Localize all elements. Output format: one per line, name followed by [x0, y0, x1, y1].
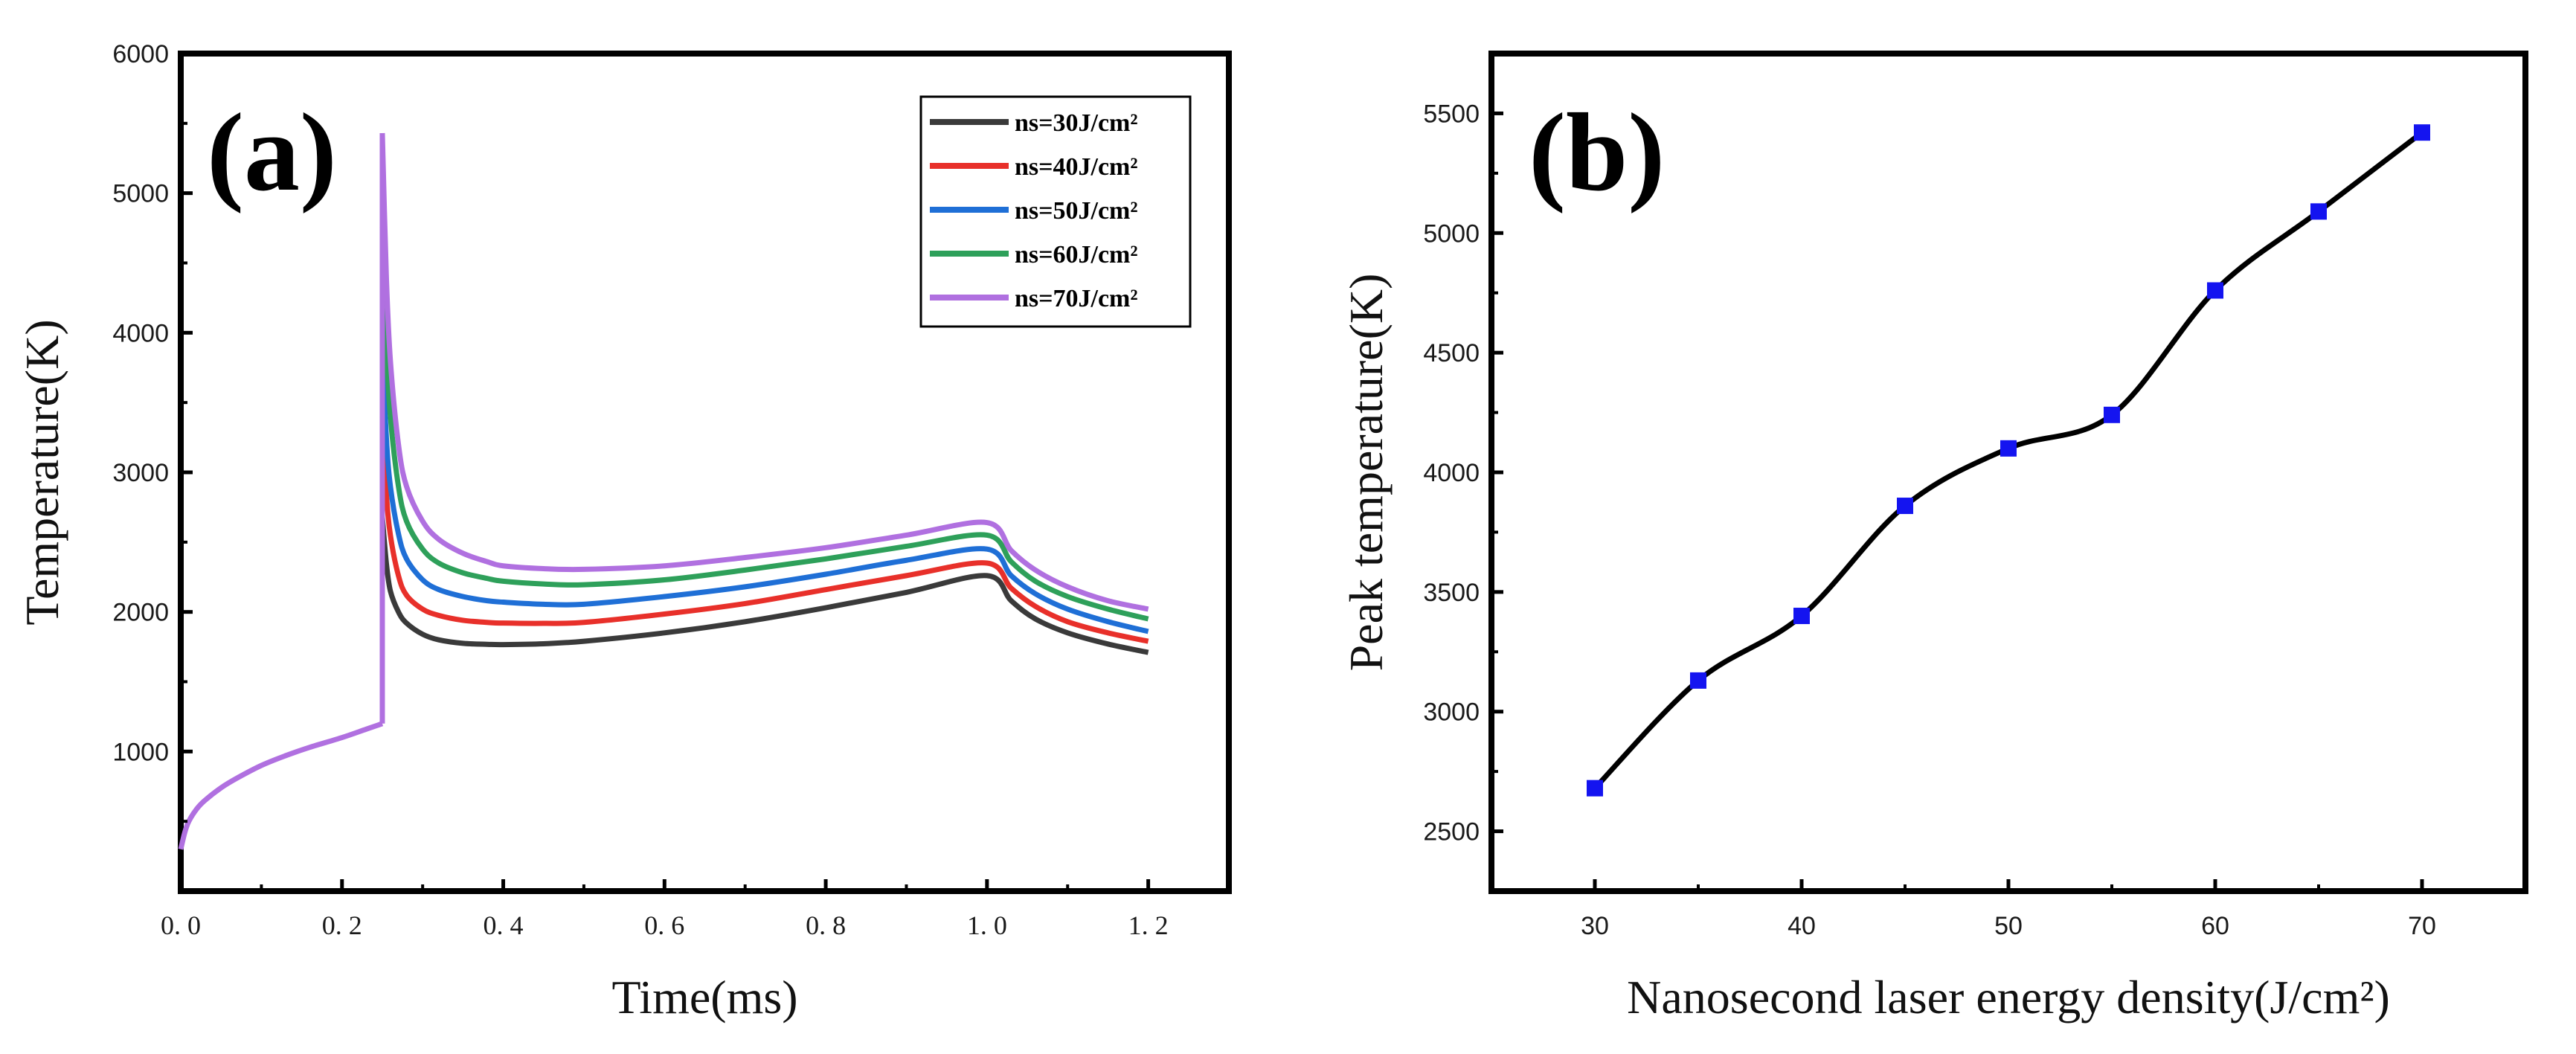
x-tick-label: 30 [1581, 912, 1609, 940]
series-line [379, 416, 1149, 644]
x-tick-label: 0. 2 [322, 910, 362, 940]
series-line [379, 516, 1149, 655]
y-tick-label: 3000 [1423, 698, 1480, 727]
x-tick-label: 70 [2408, 912, 2436, 940]
data-marker [1690, 672, 1706, 689]
legend-label: ns=60J/cm² [1015, 241, 1138, 269]
x-tick-label: 60 [2201, 912, 2229, 940]
data-marker [2104, 406, 2120, 423]
legend-label: ns=50J/cm² [1015, 197, 1138, 225]
data-marker [2310, 203, 2327, 220]
panel-a-x-axis-title: Time(ms) [611, 971, 797, 1024]
x-tick-label: 0. 4 [484, 910, 524, 940]
panel-b-series-line [1593, 130, 2424, 791]
panel-a-legend: ns=30J/cm² ns=40J/cm² ns=50J/cm² ns=60J/cm²… [919, 95, 1192, 328]
y-tick-label: 3000 [112, 459, 169, 487]
y-tick-label: 1000 [112, 738, 169, 766]
panel-b-markers [1587, 124, 2430, 797]
x-tick-label: 0. 8 [806, 910, 846, 940]
y-tick-label: 2500 [1423, 818, 1480, 846]
y-tick-label: 3500 [1423, 579, 1480, 607]
data-marker [1587, 780, 1603, 797]
x-tick-label: 1. 2 [1128, 910, 1169, 940]
series-line [379, 226, 1149, 622]
data-marker [2000, 440, 2017, 457]
y-tick-label: 5500 [1423, 100, 1480, 128]
y-tick-label: 5000 [1423, 219, 1480, 248]
panel-b-ticks: 30 40 50 60 70 2500 3000 3500 4000 4500 5000 5500 [1423, 100, 2436, 940]
y-tick-label: 4000 [112, 319, 169, 347]
y-tick-label: 5000 [112, 180, 169, 208]
heating-curve [178, 721, 384, 850]
panel-b-y-axis-title: Peak temperature(K) [1340, 274, 1393, 672]
series-line [379, 132, 1149, 612]
panel-a-ticks: 0. 0 0. 2 0. 4 0. 6 0. 8 1. 0 1. 2 1000 2000 3000… [112, 40, 1168, 940]
data-marker [1793, 608, 1810, 625]
panel-b-label: (b) [1529, 91, 1665, 214]
panel-b-x-axis-title: Nanosecond laser energy density(J/cm²) [1627, 971, 2390, 1024]
legend-label: ns=70J/cm² [1015, 285, 1138, 312]
x-tick-label: 40 [1788, 912, 1816, 940]
panel-a-series-lines [178, 132, 1149, 850]
legend-label: ns=30J/cm² [1015, 109, 1138, 137]
x-tick-label: 50 [1994, 912, 2023, 940]
panel-a-label: (a) [207, 91, 337, 214]
data-marker [2207, 282, 2223, 299]
panel-a: 0. 0 0. 2 0. 4 0. 6 0. 8 1. 0 1. 2 1000 2000 3000… [16, 40, 1232, 1024]
data-marker [1897, 498, 1913, 515]
panel-a-y-axis-title: Temperature(K) [16, 319, 68, 625]
y-tick-label: 4500 [1423, 339, 1480, 367]
y-tick-label: 4000 [1423, 459, 1480, 487]
x-tick-label: 0. 0 [161, 910, 201, 940]
peak-temperature-line [1593, 130, 2424, 791]
x-tick-label: 1. 0 [967, 910, 1007, 940]
y-tick-label: 6000 [112, 40, 169, 68]
data-marker [2414, 124, 2430, 141]
x-tick-label: 0. 6 [644, 910, 684, 940]
series-line [379, 352, 1149, 634]
panel-b: 30 40 50 60 70 2500 3000 3500 4000 4500 5000 5500 (… [1340, 51, 2528, 1024]
y-tick-label: 2000 [112, 599, 169, 627]
legend-label: ns=40J/cm² [1015, 153, 1138, 181]
